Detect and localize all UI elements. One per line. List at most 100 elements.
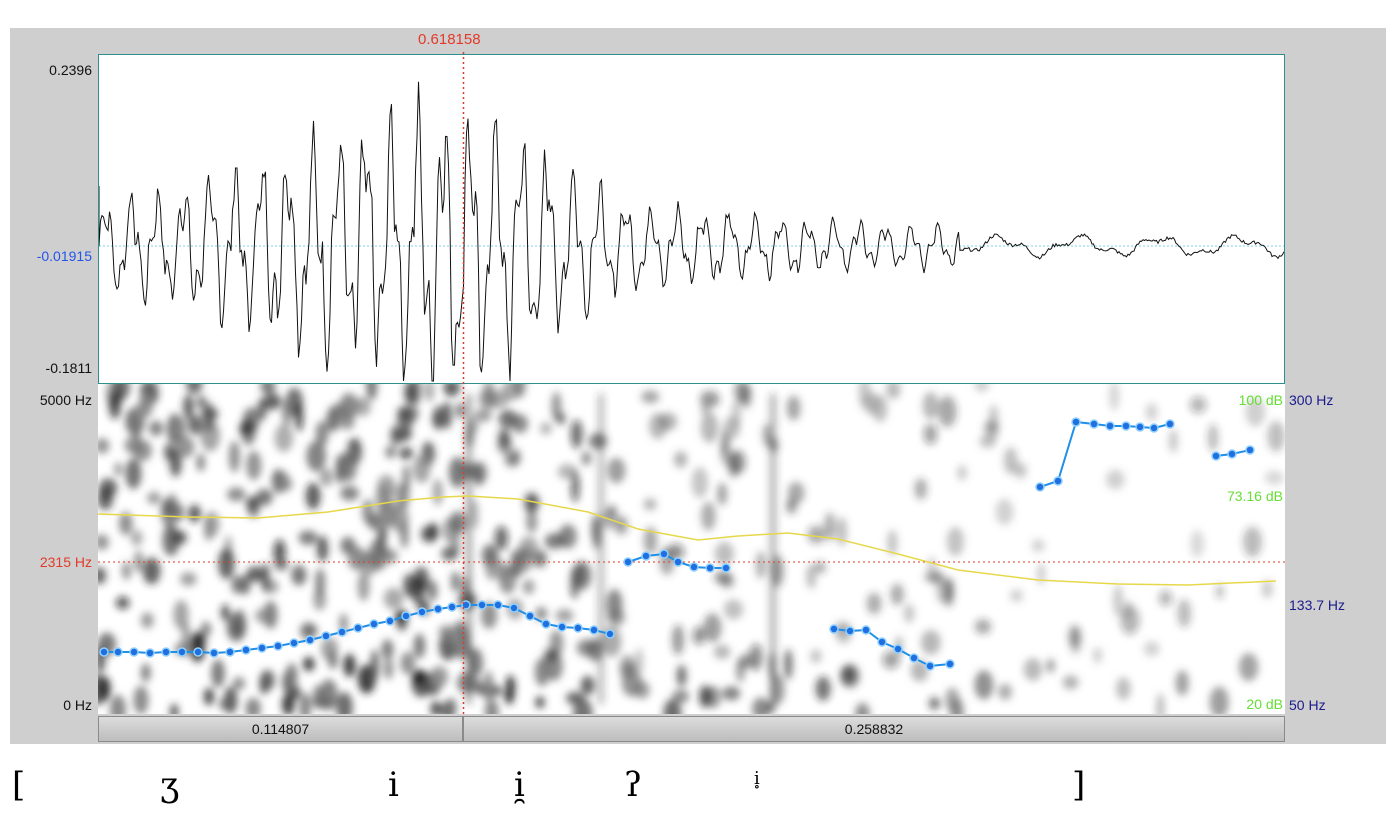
pitch-point bbox=[945, 659, 955, 669]
spectrogram-blob bbox=[923, 423, 938, 445]
spectrogram-blob bbox=[319, 467, 334, 487]
pitch-point bbox=[321, 631, 331, 641]
spectrogram-blob bbox=[1175, 670, 1189, 696]
pitch-point bbox=[225, 647, 235, 657]
waveform-panel[interactable] bbox=[98, 54, 1285, 384]
pitch-point bbox=[401, 611, 411, 621]
pitch-point bbox=[1135, 422, 1145, 432]
pitch-point bbox=[193, 647, 203, 657]
spectrogram-blob bbox=[581, 451, 592, 466]
pitch-point bbox=[257, 643, 267, 653]
spectrogram-blob bbox=[714, 571, 733, 584]
spectrogram-blob bbox=[1092, 647, 1103, 664]
left-segment-duration[interactable]: 0.114807 bbox=[98, 716, 463, 742]
pitch-current-label: 133.7 Hz bbox=[1289, 597, 1346, 613]
spectrogram-blob bbox=[474, 409, 492, 422]
spectrogram-blob bbox=[998, 683, 1013, 700]
spectrogram-blob bbox=[413, 633, 426, 659]
spectrogram-blob bbox=[1238, 653, 1259, 682]
spectrogram-blob bbox=[183, 394, 194, 420]
spectrogram-blob bbox=[762, 423, 772, 447]
spectrogram-blob bbox=[430, 665, 449, 688]
spectrogram-blob bbox=[676, 664, 687, 687]
spectrogram-blob bbox=[703, 613, 722, 643]
spectrogram-blob bbox=[197, 395, 207, 409]
spectrogram-blob bbox=[731, 400, 742, 430]
pitch-point bbox=[369, 619, 379, 629]
spectrogram-blob bbox=[672, 624, 684, 655]
spectrogram-blob bbox=[483, 384, 495, 406]
cursor-time-label: 0.618158 bbox=[418, 31, 481, 48]
spectrogram-blob bbox=[180, 572, 197, 586]
waveform-plot bbox=[99, 81, 1284, 382]
pitch-point bbox=[493, 600, 503, 610]
spectrogram-blob bbox=[555, 608, 574, 623]
spectrogram-blob bbox=[1264, 470, 1285, 485]
spectrogram-blob bbox=[239, 421, 253, 436]
spectrogram-freq-top-label: 5000 Hz bbox=[39, 392, 92, 408]
pitch-point bbox=[241, 645, 251, 655]
spectrogram-blob bbox=[430, 700, 441, 714]
spectrogram-blob bbox=[432, 405, 445, 431]
spectrogram-blob bbox=[383, 587, 404, 610]
ipa-segment-i: i bbox=[388, 765, 399, 805]
spectrogram-blob bbox=[1190, 530, 1204, 558]
intensity-bottom-label: 20 dB bbox=[1246, 696, 1283, 712]
spectrogram-blob bbox=[130, 529, 143, 547]
spectrogram-blob bbox=[281, 398, 293, 427]
spectrogram-blob bbox=[692, 626, 705, 645]
spectrogram-blob bbox=[1123, 600, 1133, 621]
spectrogram-blob bbox=[319, 679, 338, 711]
spectrogram-blob bbox=[384, 548, 398, 564]
spectrogram-blob bbox=[739, 653, 753, 670]
spectrogram-blob bbox=[230, 620, 245, 637]
spectrogram-blob bbox=[446, 697, 457, 714]
spectrogram-blob bbox=[700, 390, 720, 408]
spectrogram-blob bbox=[511, 414, 529, 434]
pitch-point bbox=[1053, 476, 1063, 486]
spectrogram-blob bbox=[124, 436, 143, 454]
right-segment-duration[interactable]: 0.258832 bbox=[463, 716, 1285, 742]
spectrogram-blob bbox=[607, 608, 626, 627]
spectrogram-blob bbox=[400, 651, 416, 675]
spectrogram-blob bbox=[1177, 599, 1192, 628]
spectrogram-blob bbox=[260, 384, 276, 395]
spectrogram-blob bbox=[263, 393, 282, 410]
spectrogram-blob bbox=[204, 511, 220, 537]
spectrogram-blob bbox=[231, 574, 242, 594]
spectrogram-blob bbox=[1158, 590, 1173, 606]
pitch-point bbox=[689, 562, 699, 572]
intensity-current-label: 73.16 dB bbox=[1226, 488, 1283, 504]
spectrogram-blob bbox=[974, 670, 994, 700]
spectrogram-blob bbox=[427, 522, 439, 539]
spectrogram-blob bbox=[815, 676, 831, 701]
spectrogram-panel[interactable]: 100 dB 73.16 dB 20 dB bbox=[98, 384, 1285, 714]
spectrogram-blob bbox=[118, 511, 133, 536]
spectrogram-blob bbox=[1031, 539, 1045, 552]
spectrogram-blob bbox=[455, 402, 465, 419]
spectrogram-blob bbox=[556, 412, 566, 425]
spectrogram-blob bbox=[720, 436, 732, 466]
pitch-point bbox=[605, 629, 615, 639]
spectrogram-blob bbox=[526, 510, 538, 533]
pitch-contour bbox=[99, 417, 1255, 671]
spectrogram-blob bbox=[535, 606, 548, 621]
spectrogram-blob bbox=[355, 396, 371, 417]
pitch-point bbox=[1211, 451, 1221, 461]
spectrogram-blob bbox=[946, 526, 965, 557]
pitch-point bbox=[893, 644, 903, 654]
spectrogram-blob bbox=[187, 415, 204, 435]
spectrogram-blob bbox=[385, 445, 396, 459]
spectrogram-blob bbox=[211, 659, 225, 688]
spectrogram-blob bbox=[910, 659, 929, 682]
spectrogram-blob bbox=[443, 384, 460, 397]
spectrogram-blob bbox=[1267, 421, 1285, 452]
pitch-point bbox=[1105, 421, 1115, 431]
pitch-point bbox=[447, 602, 457, 612]
spectrogram-blob bbox=[261, 563, 270, 593]
pitch-point bbox=[99, 647, 109, 657]
spectrogram-blob bbox=[722, 686, 741, 701]
spectrogram-blob bbox=[855, 702, 870, 714]
spectrogram-blob bbox=[370, 649, 379, 682]
spectrogram-blob bbox=[186, 384, 203, 394]
